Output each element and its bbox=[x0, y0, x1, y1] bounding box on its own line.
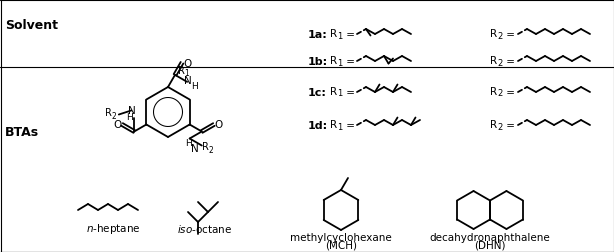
Text: =: = bbox=[503, 88, 515, 98]
Text: H: H bbox=[126, 113, 133, 121]
Text: H: H bbox=[185, 138, 192, 147]
Text: Solvent: Solvent bbox=[5, 18, 58, 32]
Text: =: = bbox=[343, 57, 355, 67]
Text: 1c:: 1c: bbox=[308, 88, 327, 98]
Text: R: R bbox=[330, 29, 337, 39]
Text: O: O bbox=[215, 120, 223, 130]
Text: $\it{iso}$-octane: $\it{iso}$-octane bbox=[177, 222, 233, 234]
Text: N: N bbox=[191, 143, 198, 153]
Text: R: R bbox=[330, 56, 337, 66]
Text: =: = bbox=[503, 30, 515, 40]
Text: R: R bbox=[330, 119, 337, 130]
Text: (MCH): (MCH) bbox=[325, 240, 357, 250]
Text: R: R bbox=[203, 142, 209, 152]
Text: methylcyclohexane: methylcyclohexane bbox=[290, 232, 392, 242]
Text: 1: 1 bbox=[337, 122, 342, 131]
Text: 2: 2 bbox=[497, 89, 502, 98]
Text: H: H bbox=[191, 82, 198, 91]
Text: R: R bbox=[330, 87, 337, 97]
Text: =: = bbox=[343, 88, 355, 98]
Text: 2: 2 bbox=[497, 32, 502, 40]
Text: R: R bbox=[490, 87, 497, 97]
Text: 1: 1 bbox=[337, 58, 342, 67]
Text: =: = bbox=[503, 120, 515, 131]
Text: =: = bbox=[343, 30, 355, 40]
Text: R: R bbox=[490, 56, 497, 66]
Text: 1: 1 bbox=[337, 89, 342, 98]
Text: (DHN): (DHN) bbox=[474, 240, 506, 250]
Text: =: = bbox=[503, 57, 515, 67]
Text: =: = bbox=[343, 120, 355, 131]
Text: R: R bbox=[106, 108, 112, 118]
Text: 2: 2 bbox=[497, 122, 502, 131]
Text: 1: 1 bbox=[337, 32, 342, 40]
Text: N: N bbox=[184, 76, 192, 85]
Text: 2: 2 bbox=[208, 145, 213, 154]
Text: BTAs: BTAs bbox=[5, 126, 39, 139]
Text: R: R bbox=[177, 66, 185, 76]
Text: O: O bbox=[183, 58, 191, 69]
Text: 1a:: 1a: bbox=[308, 30, 328, 40]
Text: O: O bbox=[113, 120, 121, 130]
Text: $n$-heptane: $n$-heptane bbox=[85, 221, 141, 235]
Text: R: R bbox=[490, 119, 497, 130]
Text: decahydronaphthalene: decahydronaphthalene bbox=[430, 232, 550, 242]
Text: 2: 2 bbox=[497, 58, 502, 67]
Text: 2: 2 bbox=[112, 112, 116, 120]
Text: R: R bbox=[490, 29, 497, 39]
Text: 1b:: 1b: bbox=[308, 57, 328, 67]
Text: 1: 1 bbox=[184, 69, 188, 78]
Text: 1d:: 1d: bbox=[308, 120, 328, 131]
Text: N: N bbox=[128, 105, 136, 115]
